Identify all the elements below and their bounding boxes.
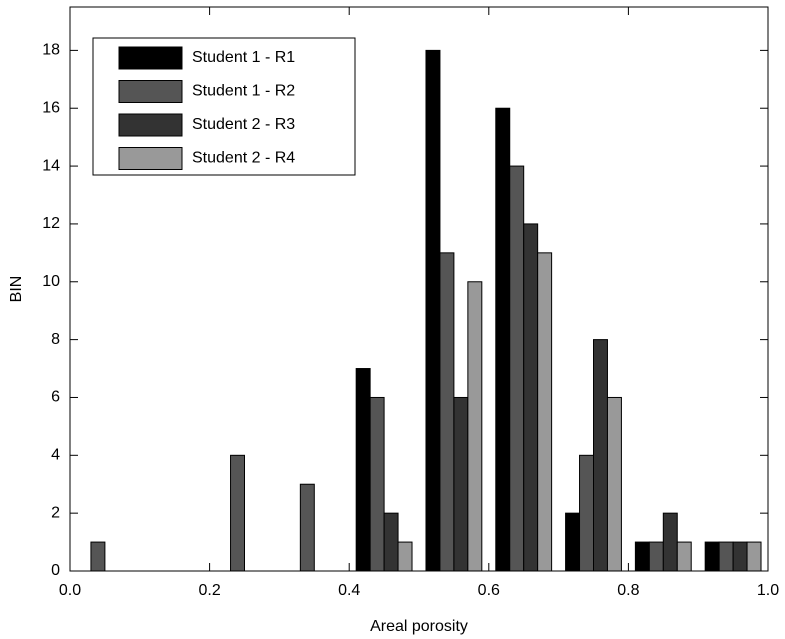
- y-tick-label: 6: [51, 389, 60, 406]
- legend-label: Student 1 - R1: [192, 49, 295, 66]
- bar: [537, 252, 553, 572]
- bar: [495, 107, 511, 572]
- bar: [425, 49, 441, 572]
- legend-label: Student 1 - R2: [192, 83, 295, 100]
- bar: [634, 541, 650, 572]
- bar: [369, 396, 385, 572]
- bar: [593, 339, 608, 572]
- y-tick-label: 8: [51, 331, 60, 348]
- y-axis-label: BIN: [8, 276, 25, 303]
- legend-label: Student 2 - R3: [192, 116, 295, 133]
- y-tick-label: 16: [42, 99, 60, 116]
- bar: [662, 512, 678, 572]
- bar: [523, 223, 539, 572]
- y-tick-label: 4: [51, 447, 60, 464]
- bar: [565, 512, 581, 572]
- bar: [676, 541, 692, 572]
- bar: [732, 541, 748, 572]
- y-tick-label: 14: [42, 157, 60, 174]
- bar: [453, 396, 469, 572]
- y-tick-label: 18: [42, 42, 60, 59]
- legend-swatch: [118, 147, 183, 170]
- bar: [90, 541, 106, 572]
- legend-swatch: [118, 80, 183, 103]
- x-tick-label: 0.6: [478, 582, 500, 599]
- x-tick-label: 1.0: [757, 582, 779, 599]
- x-tick-label: 0.8: [617, 582, 639, 599]
- bar: [397, 541, 413, 572]
- y-tick-label: 0: [51, 562, 60, 579]
- bar: [299, 483, 315, 572]
- bar: [439, 252, 455, 572]
- bar: [718, 541, 734, 572]
- x-tick-label: 0.2: [198, 582, 220, 599]
- plot-frame: [69, 6, 769, 572]
- bar: [648, 541, 664, 572]
- x-tick-label: 0.4: [338, 582, 360, 599]
- bar: [509, 165, 525, 572]
- y-tick-label: 2: [51, 504, 60, 521]
- bar: [579, 454, 594, 572]
- bar: [355, 368, 371, 572]
- y-tick-label: 10: [42, 273, 60, 290]
- x-axis-label: Areal porosity: [370, 618, 468, 635]
- bar: [704, 541, 720, 572]
- bar: [467, 281, 483, 572]
- bar: [383, 512, 399, 572]
- bar: [746, 541, 762, 572]
- x-tick-label: 0.0: [59, 582, 81, 599]
- legend-swatch: [118, 46, 183, 70]
- legend-label: Student 2 - R4: [192, 150, 295, 167]
- bar: [230, 454, 245, 572]
- legend-swatch: [118, 113, 183, 137]
- y-tick-label: 12: [42, 215, 60, 232]
- bar: [606, 396, 622, 572]
